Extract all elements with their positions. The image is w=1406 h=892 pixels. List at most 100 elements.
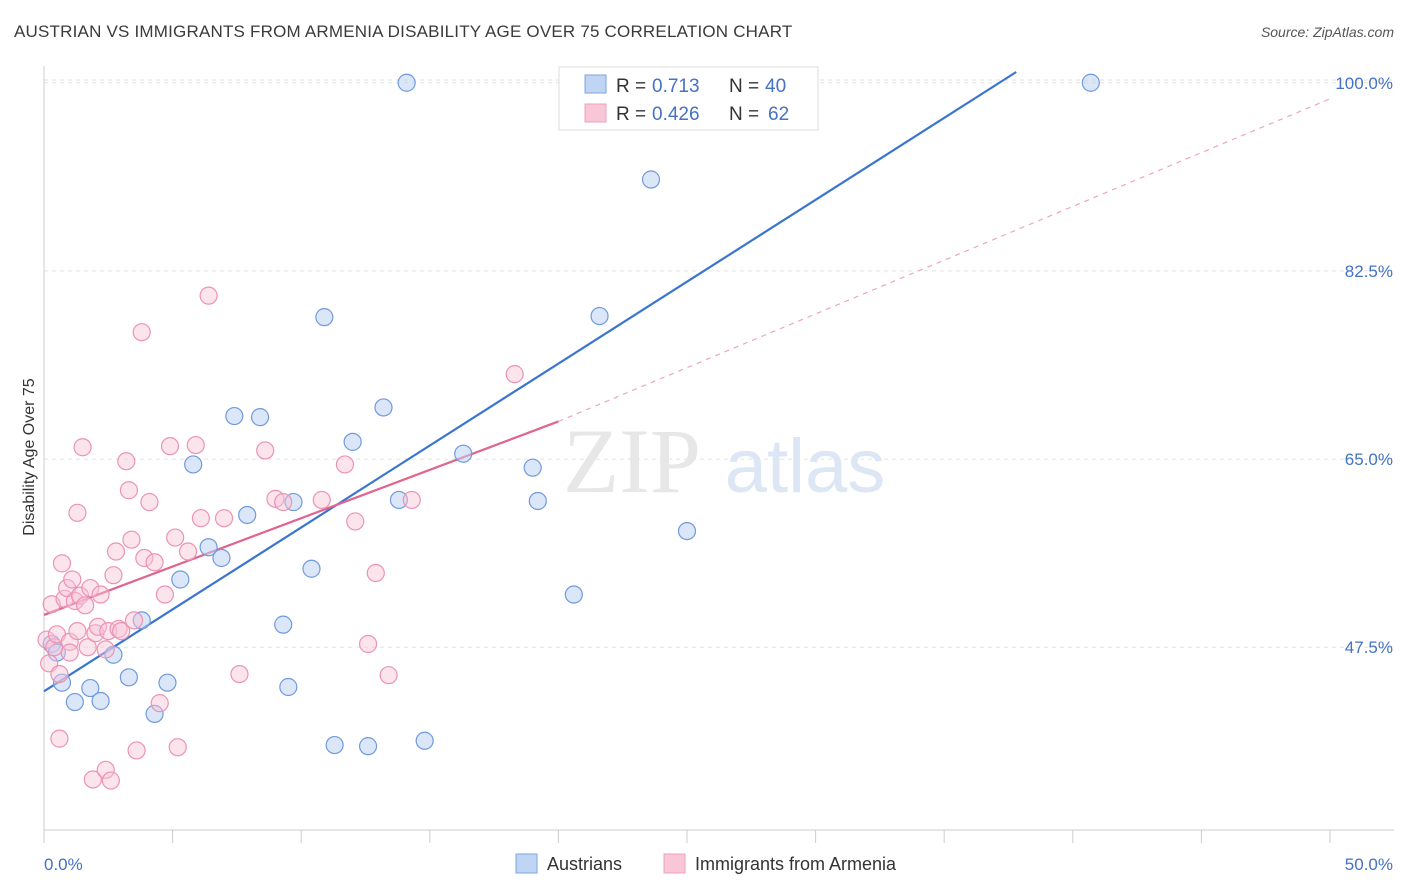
top-legend: R = 0.713 N = 40 R = 0.426 N = 62	[558, 66, 819, 131]
austrians-point-18	[274, 615, 293, 634]
armenia-point-33	[117, 452, 136, 471]
armenia-point-51	[214, 509, 234, 528]
austrians-point-20	[284, 492, 303, 512]
armenia-point-15	[68, 503, 87, 522]
austrians-point-22	[315, 308, 334, 327]
legend-n-value-1: 40	[765, 76, 786, 97]
armenia-point-34	[119, 481, 138, 500]
source-label: Source: ZipAtlas.com	[1260, 24, 1394, 40]
legend-r-value-1: 0.713	[652, 76, 700, 97]
austrians-point-38	[1081, 73, 1100, 92]
armenia-point-52	[230, 664, 249, 684]
austrians-point-33	[564, 585, 583, 604]
austrians-point-13	[199, 538, 218, 557]
y-tick-label-3: 100.0%	[1335, 74, 1393, 93]
armenia-point-50	[199, 286, 218, 305]
armenia-point-39	[135, 548, 154, 568]
armenia-point-59	[358, 634, 378, 654]
austrians-point-26	[374, 398, 393, 417]
armenia-point-43	[155, 585, 174, 604]
bottom-legend: Austrians Immigrants from Armenia	[515, 853, 897, 874]
austrians-point-27	[389, 490, 409, 510]
armenia-point-48	[186, 435, 205, 455]
austrians-point-19	[279, 677, 298, 697]
austrians-point-23	[325, 735, 344, 755]
bottom-legend-armenia: Immigrants from Armenia	[695, 854, 897, 874]
armenia-point-42	[150, 694, 169, 713]
legend-r-label-2: R =	[616, 104, 646, 125]
x-tick-label-0: 0.0%	[44, 855, 83, 874]
armenia-point-16	[70, 586, 90, 605]
armenia-point-44	[160, 437, 180, 456]
x-tick-labels: 0.0% 50.0%	[44, 855, 1393, 874]
austrians-point-17	[250, 408, 270, 427]
x-tick-label-1: 50.0%	[1345, 855, 1393, 874]
austrians-point-10	[158, 673, 177, 692]
armenia-point-35	[122, 530, 141, 549]
data-points	[37, 73, 1100, 790]
armenia-point-12	[63, 570, 82, 589]
austrians-point-16	[238, 505, 257, 525]
armenia-point-0	[37, 630, 56, 649]
austrians-point-5	[91, 691, 110, 711]
y-tick-label-1: 65.0%	[1345, 450, 1393, 469]
austrians-point-31	[528, 491, 547, 511]
austrians-point-4	[81, 678, 100, 698]
armenia-point-7	[52, 554, 72, 573]
legend-swatch-austrians	[584, 74, 607, 94]
austrians-point-34	[590, 306, 609, 326]
armenia-point-60	[366, 563, 385, 583]
armenia-point-31	[109, 619, 128, 639]
armenia-point-55	[274, 492, 293, 512]
armenia-point-58	[346, 512, 365, 531]
armenia-point-23	[88, 617, 108, 636]
armenia-point-36	[124, 611, 144, 630]
bottom-legend-austrians: Austrians	[547, 854, 622, 874]
austrians-point-12	[184, 455, 203, 474]
austrians-point-35	[641, 170, 661, 189]
armenia-point-63	[505, 365, 524, 384]
armenia-point-62	[402, 490, 421, 510]
armenia-point-18	[76, 596, 95, 615]
watermark-atlas: atlas	[725, 424, 886, 509]
armenia-point-37	[127, 741, 146, 760]
armenia-point-21	[83, 770, 102, 789]
armenia-point-46	[168, 738, 187, 757]
austrians-point-11	[171, 570, 190, 589]
armenia-point-19	[78, 638, 97, 657]
armenia-trend-line	[43, 420, 559, 616]
armenia-point-45	[166, 528, 185, 547]
armenia-point-14	[68, 621, 87, 641]
legend-swatch-armenia	[584, 103, 607, 123]
austrians-point-21	[302, 559, 321, 578]
austrians-point-8	[132, 611, 151, 630]
armenia-point-11	[60, 643, 79, 662]
bottom-legend-swatch-armenia	[663, 853, 686, 874]
chart-title: AUSTRIAN VS IMMIGRANTS FROM ARMENIA DISA…	[14, 22, 793, 41]
legend-r-label-1: R =	[616, 76, 646, 97]
armenia-point-30	[106, 542, 126, 561]
armenia-point-6	[50, 729, 69, 748]
austrians-point-14	[212, 548, 231, 568]
austrians-point-25	[358, 737, 378, 756]
austrians-trend-line	[43, 71, 1017, 693]
austrians-point-28	[397, 73, 416, 92]
austrians-point-3	[65, 692, 84, 712]
austrians-point-32	[523, 458, 542, 477]
armenia-point-26	[96, 760, 115, 779]
legend-n-label-2: N =	[729, 104, 759, 125]
armenia-point-56	[312, 490, 331, 510]
armenia-point-41	[145, 553, 164, 572]
austrians-point-15	[225, 406, 244, 426]
watermark: ZIP atlas	[563, 410, 885, 512]
trend-lines	[43, 71, 1331, 693]
y-tick-label-0: 47.5%	[1345, 638, 1393, 657]
armenia-point-20	[81, 578, 100, 598]
armenia-point-57	[335, 455, 355, 474]
armenia-point-5	[50, 664, 69, 684]
y-tick-labels: 47.5% 65.0% 82.5% 100.0%	[1335, 74, 1393, 657]
axes	[43, 66, 1394, 843]
austrians-point-7	[119, 668, 138, 687]
austrians-point-29	[415, 731, 434, 750]
